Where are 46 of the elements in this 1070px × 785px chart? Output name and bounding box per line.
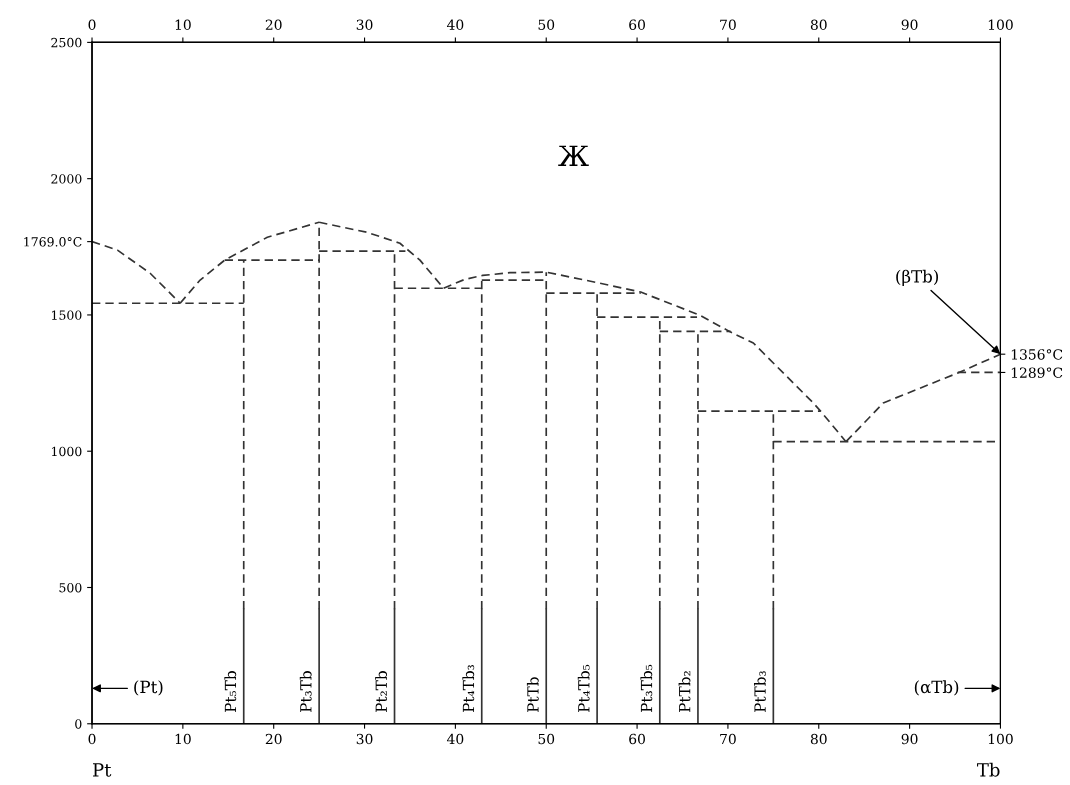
annotation: (αTb)	[914, 680, 959, 696]
y-tick-label: 1000	[52, 446, 82, 457]
text: Pt₃Tb₅	[640, 664, 653, 713]
y2-tick-label: 1289°C	[1011, 367, 1063, 378]
x-tick-label: 90	[901, 733, 918, 745]
y-tick-label: 2000	[51, 174, 82, 184]
x-tick-label: 20	[265, 733, 282, 745]
text: Pt₂Tb	[375, 671, 388, 713]
x2-tick-label: 40	[446, 19, 464, 30]
y-tick-label: 500	[59, 582, 82, 593]
text: PtTb₂	[678, 671, 691, 713]
x2-tick-label: 10	[175, 19, 191, 30]
x2-tick-label: 50	[538, 19, 555, 30]
x2-tick-label: 0	[88, 19, 96, 30]
x-tick-label: 10	[175, 733, 191, 745]
x2-tick-label: 80	[810, 19, 827, 30]
y-tick-label: 2500	[51, 37, 82, 48]
y-tick-label: 1769.0°C	[24, 237, 82, 247]
annotation: (Pt)	[134, 680, 163, 696]
x2-tick-label: 100	[988, 19, 1013, 30]
text: Pt	[93, 763, 112, 777]
text: Pt₄Tb₃	[462, 665, 475, 713]
x2-tick-label: 20	[265, 19, 282, 30]
y2-tick-label: 1356°C	[1011, 349, 1063, 360]
x-tick-label: 40	[446, 733, 464, 745]
text: Pt₅Tb	[224, 671, 237, 713]
x2-tick-label: 90	[901, 19, 918, 30]
text: Pt₄Tb₅	[577, 664, 590, 713]
text: Pt₃Tb	[299, 671, 312, 713]
x-tick-label: 30	[356, 733, 373, 745]
y-tick-label: 1500	[52, 310, 82, 320]
y-tick-label: 0	[75, 719, 82, 729]
text: PtTb	[526, 677, 539, 713]
x-tick-label: 0	[88, 733, 96, 745]
x2-tick-label: 60	[629, 19, 645, 30]
x-tick-label: 70	[720, 733, 736, 745]
text: PtTb₃	[754, 671, 766, 713]
x2-tick-label: 70	[720, 19, 736, 30]
annotation: Ж	[558, 145, 589, 166]
x-tick-label: 50	[538, 733, 555, 745]
x-tick-label: 80	[810, 733, 827, 745]
text: Tb	[977, 762, 1000, 777]
x-tick-label: 100	[988, 733, 1013, 745]
annotation: (βTb)	[896, 269, 939, 286]
x2-tick-label: 30	[356, 19, 373, 30]
x-tick-label: 60	[629, 733, 645, 745]
